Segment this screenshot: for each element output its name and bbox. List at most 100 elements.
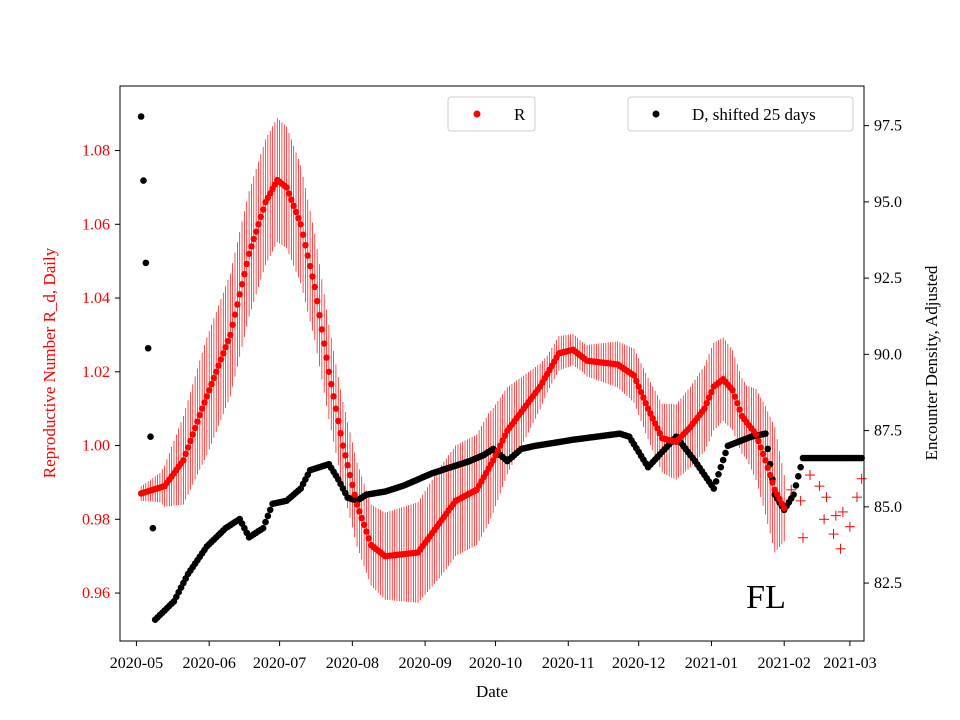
r-point (180, 457, 187, 464)
r-point (494, 447, 502, 454)
legend-d-label: D, shifted 25 days (692, 105, 816, 124)
r-point (705, 394, 713, 401)
x-tick-label: 2020-08 (326, 655, 379, 672)
d-point (712, 478, 720, 485)
d-point (266, 506, 274, 514)
r-point (731, 393, 739, 400)
x-axis: 2020-05 2020-06 2020-07 2020-08 2020-09 2020-… (110, 641, 877, 672)
d-point (142, 259, 150, 267)
r-point (243, 260, 250, 268)
d-point (762, 430, 769, 437)
x-tick-label: 2020-09 (398, 655, 451, 672)
d-point (792, 482, 800, 489)
r-point (644, 405, 652, 412)
legend-d-marker (652, 110, 660, 118)
y-axis-left: 0.96 0.98 1.00 1.02 1.04 1.06 1.08 (82, 143, 120, 602)
d-point (790, 491, 797, 498)
y-right-tick-label: 90.0 (874, 346, 902, 363)
d-point (144, 344, 152, 352)
r-point (234, 301, 241, 308)
r-point (227, 331, 234, 339)
r-point (335, 417, 342, 425)
d-point (719, 456, 727, 464)
r-point (299, 231, 307, 238)
y-axis-right-label: Encounter Density, Adjusted (922, 265, 941, 460)
r-point (351, 491, 358, 498)
y-left-tick-label: 1.08 (82, 143, 110, 160)
d-point (764, 445, 772, 453)
r-point (651, 420, 659, 427)
r-point (182, 450, 189, 458)
y-left-tick-label: 0.98 (82, 511, 110, 528)
r-crosses (786, 470, 867, 554)
r-point (288, 196, 295, 203)
r-point (356, 508, 363, 515)
r-point (342, 452, 349, 459)
x-tick-label: 2020-07 (253, 655, 306, 672)
r-point (497, 442, 504, 449)
d-point (722, 449, 729, 457)
d-point (262, 518, 269, 526)
r-point (633, 377, 640, 385)
r-point (217, 356, 225, 363)
r-point (708, 388, 715, 396)
r-point (302, 241, 309, 249)
d-point (715, 470, 722, 478)
d-point (717, 463, 725, 471)
y-right-tick-label: 82.5 (874, 575, 902, 592)
r-point (363, 528, 370, 535)
d-point (794, 473, 802, 480)
y-left-tick-label: 0.96 (82, 585, 110, 602)
r-series (137, 176, 788, 560)
r-point (320, 340, 328, 347)
d-point (140, 177, 147, 184)
r-point (734, 399, 741, 407)
r-point (297, 221, 304, 228)
r-point (259, 206, 267, 213)
r-point (248, 243, 255, 250)
x-axis-label: Date (476, 682, 508, 701)
r-point (231, 311, 239, 318)
r-point (292, 208, 300, 216)
r-point (358, 514, 365, 522)
r-point (208, 380, 215, 388)
y-axis-left-label: Reproductive Number R_d, Daily (40, 247, 59, 478)
r-point (703, 399, 710, 407)
r-point (489, 457, 497, 464)
y-right-tick-label: 97.5 (874, 118, 902, 135)
legend-d-frame (627, 96, 854, 132)
r-point (198, 405, 206, 412)
r-point (250, 235, 257, 243)
r-point (752, 431, 760, 438)
d-point (147, 433, 154, 440)
r-point (257, 213, 265, 221)
r-point (640, 394, 647, 401)
y-left-tick-label: 1.06 (82, 216, 110, 233)
r-point (365, 535, 372, 542)
region-label: FL (746, 579, 786, 616)
x-tick-label: 2020-10 (469, 655, 522, 672)
y-right-tick-label: 85.0 (874, 499, 902, 516)
x-tick-label: 2020-06 (183, 655, 236, 672)
r-point (762, 457, 769, 464)
r-point (203, 393, 211, 400)
r-point (647, 410, 654, 417)
x-tick-label: 2021-01 (685, 655, 738, 672)
r-point (224, 337, 232, 345)
r-point (360, 521, 368, 529)
r-point (189, 431, 196, 438)
r-point (637, 388, 645, 396)
r-point (313, 297, 321, 305)
legend-r: R (447, 96, 536, 132)
r-point (332, 405, 340, 412)
r-point (729, 387, 736, 394)
y-left-tick-label: 1.02 (82, 364, 110, 381)
r-point (323, 354, 330, 361)
r-point (492, 452, 499, 459)
r-point (238, 281, 246, 288)
d-point (797, 463, 804, 471)
r-point (656, 430, 664, 437)
y-right-tick-label: 95.0 (874, 194, 902, 211)
r-point (781, 505, 788, 512)
